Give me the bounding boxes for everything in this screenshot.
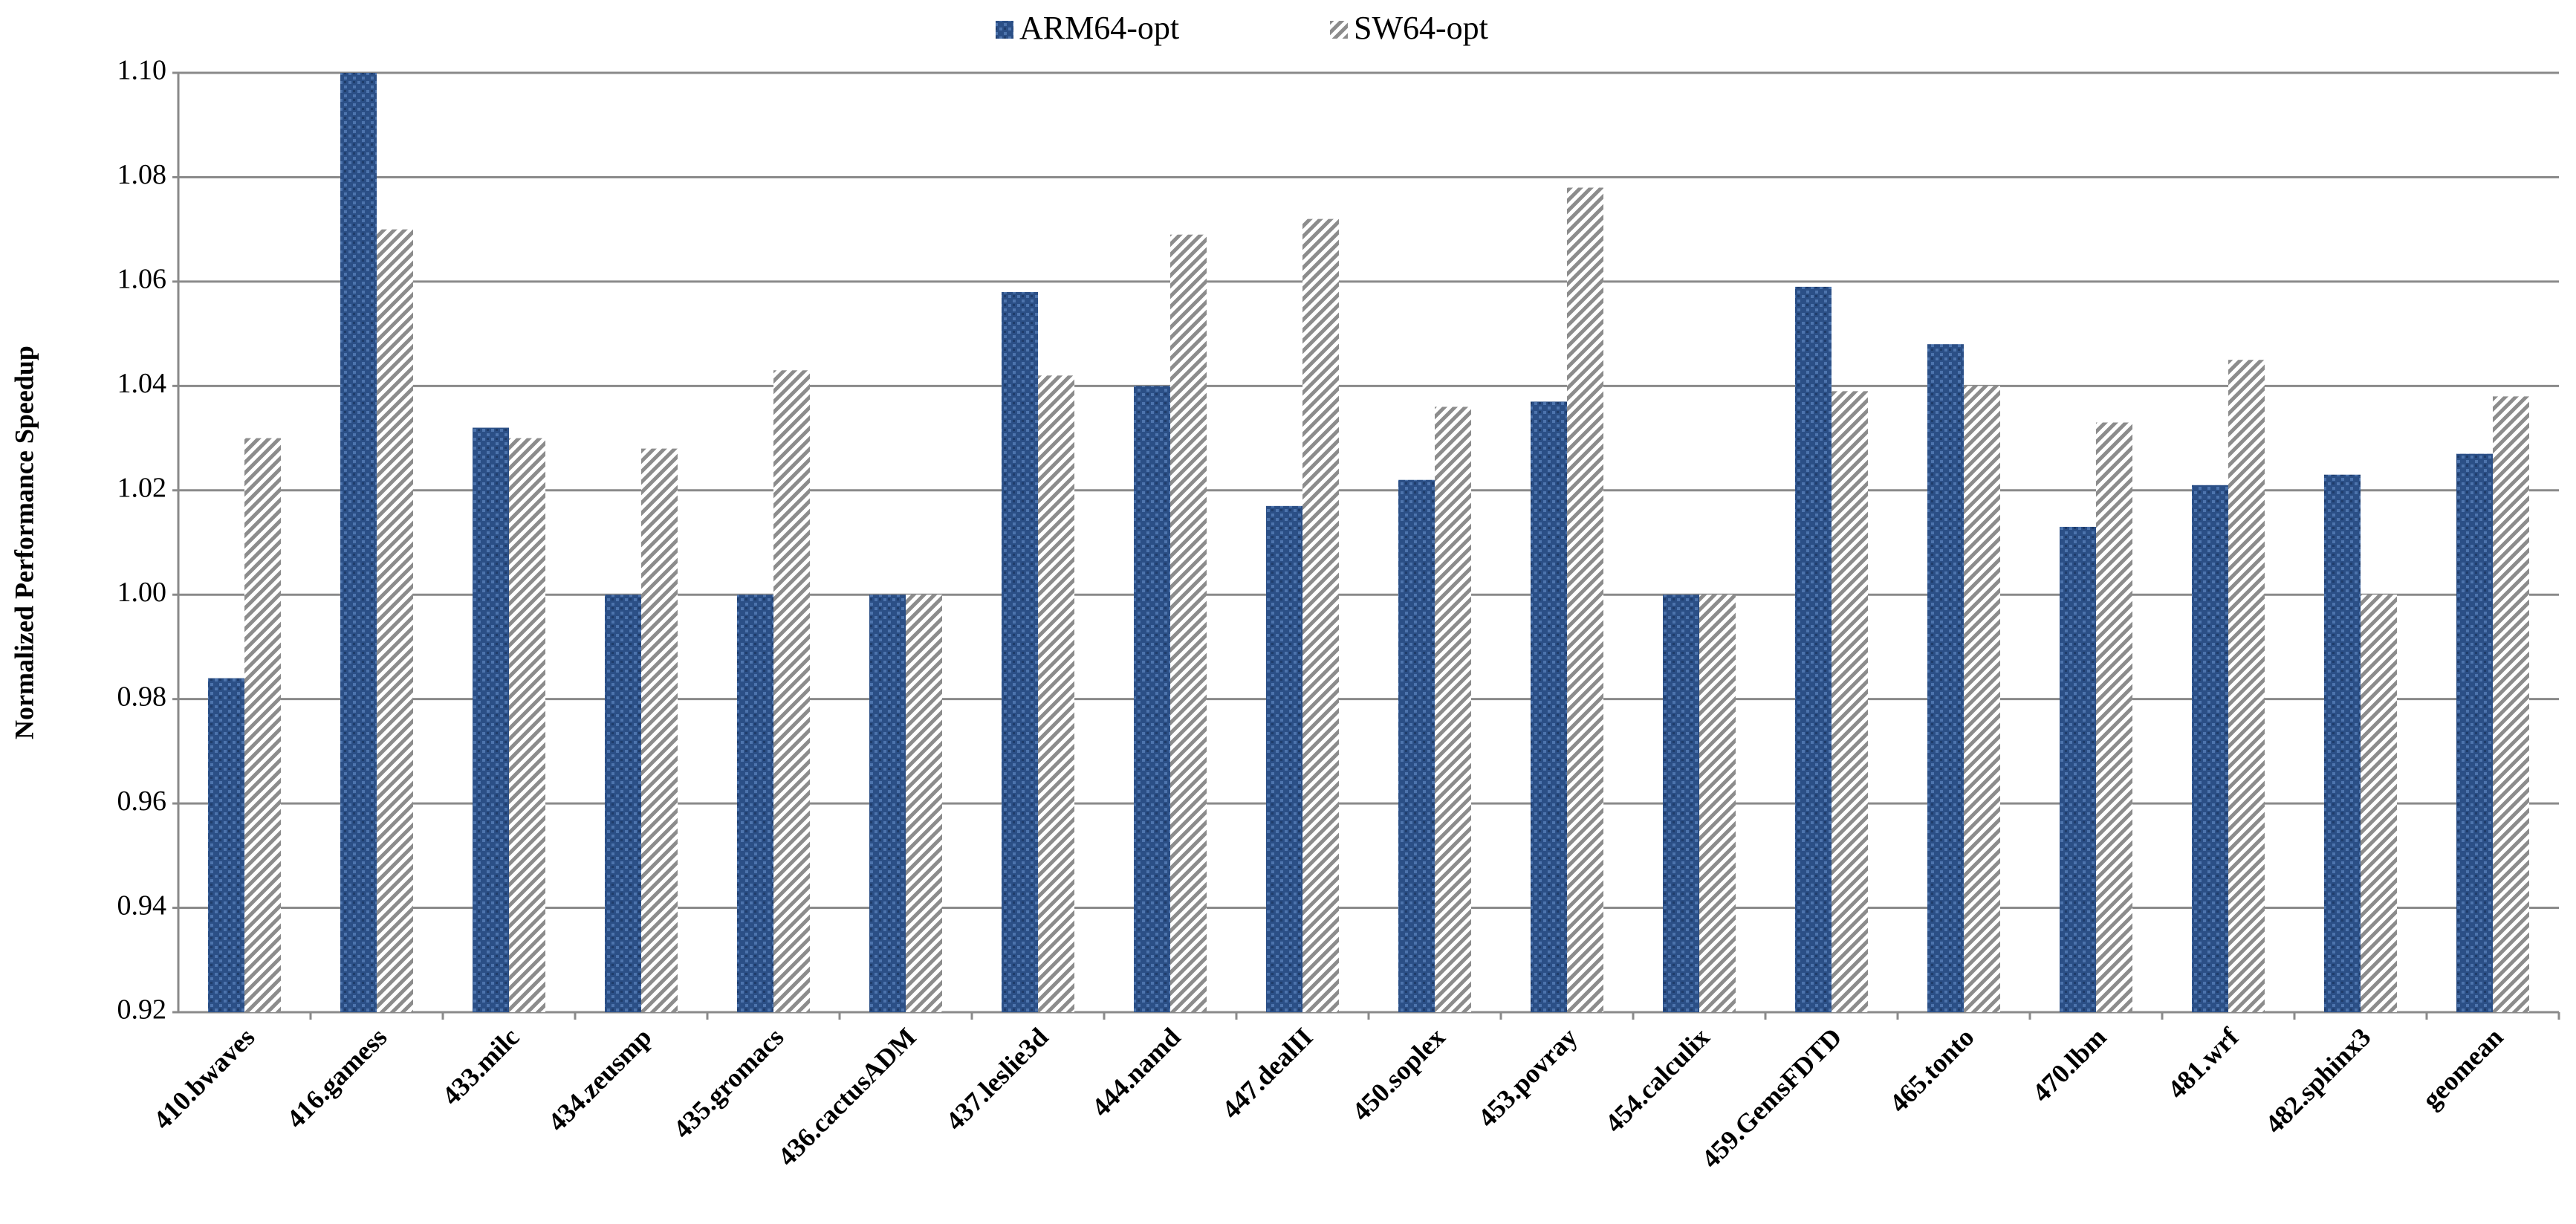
- bar: [1663, 595, 1699, 1012]
- x-tick-label: 454.calculix: [1599, 1022, 1715, 1138]
- bar: [773, 370, 810, 1012]
- bar: [509, 438, 545, 1012]
- y-tick-label: 1.08: [117, 159, 167, 190]
- y-tick-label: 1.00: [117, 577, 167, 608]
- y-tick-label: 0.94: [117, 890, 167, 921]
- bar: [1002, 291, 1038, 1012]
- bar: [244, 438, 281, 1012]
- bar: [1531, 401, 1567, 1012]
- legend-marker: [996, 21, 1013, 39]
- y-tick-label: 1.06: [117, 264, 167, 295]
- bar: [208, 678, 244, 1012]
- x-tick-label: 465.tonto: [1884, 1022, 1979, 1118]
- bar: [906, 595, 942, 1012]
- bar: [2096, 422, 2132, 1012]
- legend-label: SW64-opt: [1354, 10, 1488, 46]
- y-tick-label: 0.92: [117, 994, 167, 1026]
- x-tick-label: 481.wrf: [2162, 1022, 2245, 1105]
- bar: [1832, 391, 1868, 1012]
- x-tick-label: 410.bwaves: [147, 1022, 260, 1135]
- x-tick-label: 470.lbm: [2026, 1022, 2112, 1107]
- x-tick-label: 437.leslie3d: [940, 1022, 1054, 1136]
- bar: [2192, 485, 2228, 1012]
- bar: [869, 595, 906, 1012]
- bar: [340, 73, 377, 1012]
- x-tick-label: 435.gromacs: [667, 1022, 789, 1144]
- x-tick-label: geomean: [2416, 1022, 2508, 1114]
- bar: [1435, 407, 1471, 1012]
- x-tick-label: 433.milc: [436, 1022, 525, 1110]
- bar: [1795, 286, 1832, 1012]
- y-tick-label: 0.98: [117, 681, 167, 712]
- y-tick-label: 1.10: [117, 55, 167, 86]
- bar: [1398, 479, 1435, 1012]
- legend-label: ARM64-opt: [1019, 10, 1179, 46]
- bar: [2324, 474, 2361, 1012]
- bar: [2493, 396, 2529, 1012]
- x-tick-label: 416.gamess: [281, 1022, 393, 1134]
- bar: [1927, 344, 1964, 1013]
- bar: [605, 595, 641, 1012]
- y-tick-label: 1.04: [117, 368, 167, 399]
- bar: [1567, 187, 1603, 1012]
- x-tick-label: 434.zeusmp: [542, 1022, 658, 1137]
- x-tick-label: 459.GemsFDTD: [1696, 1022, 1847, 1173]
- x-tick-label: 436.cactusADM: [772, 1022, 921, 1171]
- y-axis-title: Normalized Performance Speedup: [9, 346, 39, 739]
- x-tick-label: 482.sphinx3: [2259, 1022, 2377, 1139]
- y-tick-label: 0.96: [117, 786, 167, 817]
- bar: [1302, 218, 1339, 1013]
- bar: [737, 595, 773, 1012]
- bar: [2361, 595, 2397, 1012]
- legend-marker: [1330, 21, 1348, 39]
- bar: [2228, 360, 2265, 1012]
- bar: [1699, 595, 1736, 1012]
- bar: [1038, 375, 1074, 1012]
- bar: [2060, 526, 2096, 1012]
- bar: [641, 448, 678, 1012]
- x-tick-label: 453.povray: [1472, 1022, 1583, 1133]
- x-tick-label: 450.soplex: [1346, 1022, 1451, 1127]
- x-tick-label: 447.dealII: [1216, 1022, 1319, 1124]
- bar: [2456, 453, 2493, 1012]
- bar: [1266, 505, 1302, 1012]
- x-tick-label: 444.namd: [1086, 1022, 1186, 1122]
- y-tick-label: 1.02: [117, 472, 167, 503]
- bar: [1134, 386, 1170, 1012]
- bar: [377, 229, 413, 1013]
- bar: [1964, 386, 2000, 1012]
- bar: [1170, 234, 1207, 1012]
- bar: [473, 427, 509, 1012]
